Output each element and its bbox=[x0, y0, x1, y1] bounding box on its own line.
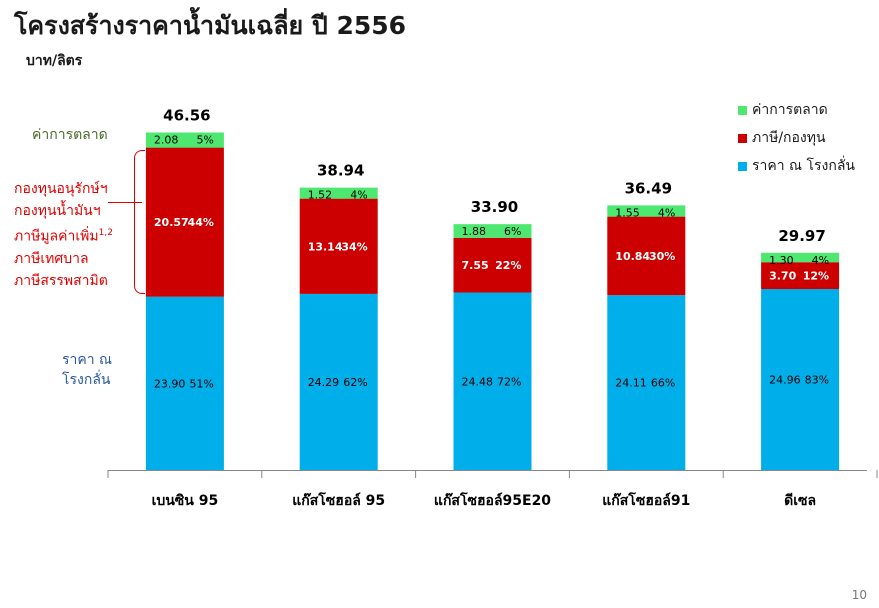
tax-line-excise: ภาษีสรรพสามิต bbox=[14, 272, 108, 289]
data-label-value: 24.11 bbox=[615, 377, 647, 390]
bar-segment-market bbox=[607, 205, 686, 217]
legend-label-market-margin: ค่าการตลาด bbox=[752, 102, 828, 118]
data-label-value: 10.84 bbox=[615, 250, 650, 263]
legend-item-tax-fund: ภาษี/กองทุน bbox=[738, 124, 855, 152]
data-label-percent: 30% bbox=[649, 250, 675, 263]
bar-total-label: 33.90 bbox=[471, 198, 518, 216]
tax-side-labels: กองทุนอนุรักษ์ฯ กองทุนน้ำมันฯ ภาษีมูลค่า… bbox=[14, 178, 113, 292]
legend-item-refinery: ราคา ณ โรงกลั่น bbox=[738, 152, 855, 180]
market-margin-side-label: ค่าการตลาด bbox=[32, 127, 108, 143]
tax-line-municipal: ภาษีเทศบาล bbox=[14, 250, 89, 267]
data-label-percent: 62% bbox=[343, 376, 367, 389]
bar-segment-market bbox=[299, 187, 378, 199]
bar-segment-tax bbox=[145, 147, 224, 297]
bar-segment-refinery bbox=[607, 295, 686, 470]
data-label-percent: 34% bbox=[341, 240, 367, 253]
tax-underline bbox=[108, 202, 142, 203]
bar-segment-refinery bbox=[299, 293, 378, 470]
category-tick-label: แก๊สโซฮอล์91 bbox=[602, 491, 690, 509]
unit-label: บาท/ลิตร bbox=[26, 53, 83, 69]
bar-segment-tax bbox=[761, 262, 840, 290]
data-label-value: 1.30 bbox=[769, 254, 794, 267]
data-label-value: 7.55 bbox=[462, 259, 489, 272]
chart-legend: ค่าการตลาด ภาษี/กองทุน ราคา ณ โรงกลั่น bbox=[738, 96, 855, 180]
bar-segment-market bbox=[453, 224, 532, 238]
data-label-value: 20.57 bbox=[154, 216, 189, 229]
bar-segment-tax bbox=[607, 216, 686, 296]
legend-swatch-market-margin bbox=[738, 105, 747, 115]
page-title: โครงสร้างราคาน้ำมันเฉลี่ย ปี 2556 bbox=[14, 11, 407, 40]
data-label-value: 23.90 bbox=[154, 377, 186, 390]
tax-superscript: 1,2 bbox=[98, 228, 113, 238]
bar-total-label: 29.97 bbox=[778, 227, 825, 245]
refinery-label-line-2: โรงกลั่น bbox=[62, 372, 111, 388]
category-tick-label: แก๊สโซฮอล์ 95 bbox=[292, 491, 385, 509]
bar-total-label: 38.94 bbox=[317, 162, 364, 180]
data-label-percent: 66% bbox=[651, 377, 675, 390]
bar-total-label: 36.49 bbox=[625, 179, 672, 197]
bar-segment-market bbox=[145, 132, 224, 148]
tax-line-conservation-fund: กองทุนอนุรักษ์ฯ bbox=[14, 181, 108, 197]
data-label-percent: 5% bbox=[196, 134, 213, 147]
bar-segment-refinery bbox=[145, 296, 224, 470]
refinery-label-line-1: ราคา ณ bbox=[62, 352, 113, 368]
legend-item-market-margin: ค่าการตลาด bbox=[738, 96, 855, 124]
page-number: 10 bbox=[851, 588, 867, 602]
data-label-percent: 4% bbox=[350, 189, 367, 202]
data-label-value: 24.29 bbox=[308, 376, 340, 389]
legend-swatch-refinery bbox=[738, 161, 747, 171]
data-label-percent: 4% bbox=[658, 206, 675, 219]
bar-segment-tax bbox=[453, 237, 532, 293]
data-label-value: 24.48 bbox=[462, 375, 494, 388]
tax-bracket bbox=[134, 150, 145, 294]
data-label-percent: 6% bbox=[504, 225, 521, 238]
data-label-value: 1.88 bbox=[462, 225, 487, 238]
bar-segment-refinery bbox=[761, 289, 840, 470]
data-label-percent: 83% bbox=[805, 374, 829, 387]
tax-line-vat: ภาษีมูลค่าเพิ่ม1,2 bbox=[14, 222, 113, 248]
bar-segment-tax bbox=[299, 198, 378, 294]
data-label-percent: 44% bbox=[188, 216, 214, 229]
legend-swatch-tax-fund bbox=[738, 133, 747, 143]
bar-segment-market bbox=[761, 252, 840, 263]
data-label-value: 2.08 bbox=[154, 134, 179, 147]
data-label-value: 24.96 bbox=[769, 374, 801, 387]
bar-total-label: 46.56 bbox=[163, 107, 210, 125]
data-label-percent: 72% bbox=[497, 375, 521, 388]
data-label-value: 3.70 bbox=[769, 270, 796, 283]
legend-label-refinery: ราคา ณ โรงกลั่น bbox=[752, 158, 855, 174]
data-label-value: 1.55 bbox=[615, 206, 640, 219]
data-label-percent: 4% bbox=[812, 254, 829, 267]
tax-line-vat-text: ภาษีมูลค่าเพิ่ม bbox=[14, 228, 99, 245]
data-label-percent: 22% bbox=[495, 259, 521, 272]
category-tick-label: เบนซิน 95 bbox=[152, 493, 219, 509]
tax-line-oil-fund: กองทุนน้ำมันฯ bbox=[14, 203, 101, 219]
data-label-value: 1.52 bbox=[308, 189, 333, 202]
data-label-value: 13.14 bbox=[308, 240, 343, 253]
refinery-side-label: ราคา ณ โรงกลั่น bbox=[62, 350, 112, 390]
data-label-percent: 12% bbox=[803, 270, 829, 283]
category-tick-label: ดีเซล bbox=[784, 493, 816, 509]
data-label-percent: 51% bbox=[189, 377, 213, 390]
legend-label-tax-fund: ภาษี/กองทุน bbox=[752, 130, 826, 146]
bar-segment-refinery bbox=[453, 292, 532, 470]
category-tick-label: แก๊สโซฮอล์95E20 bbox=[434, 491, 551, 509]
